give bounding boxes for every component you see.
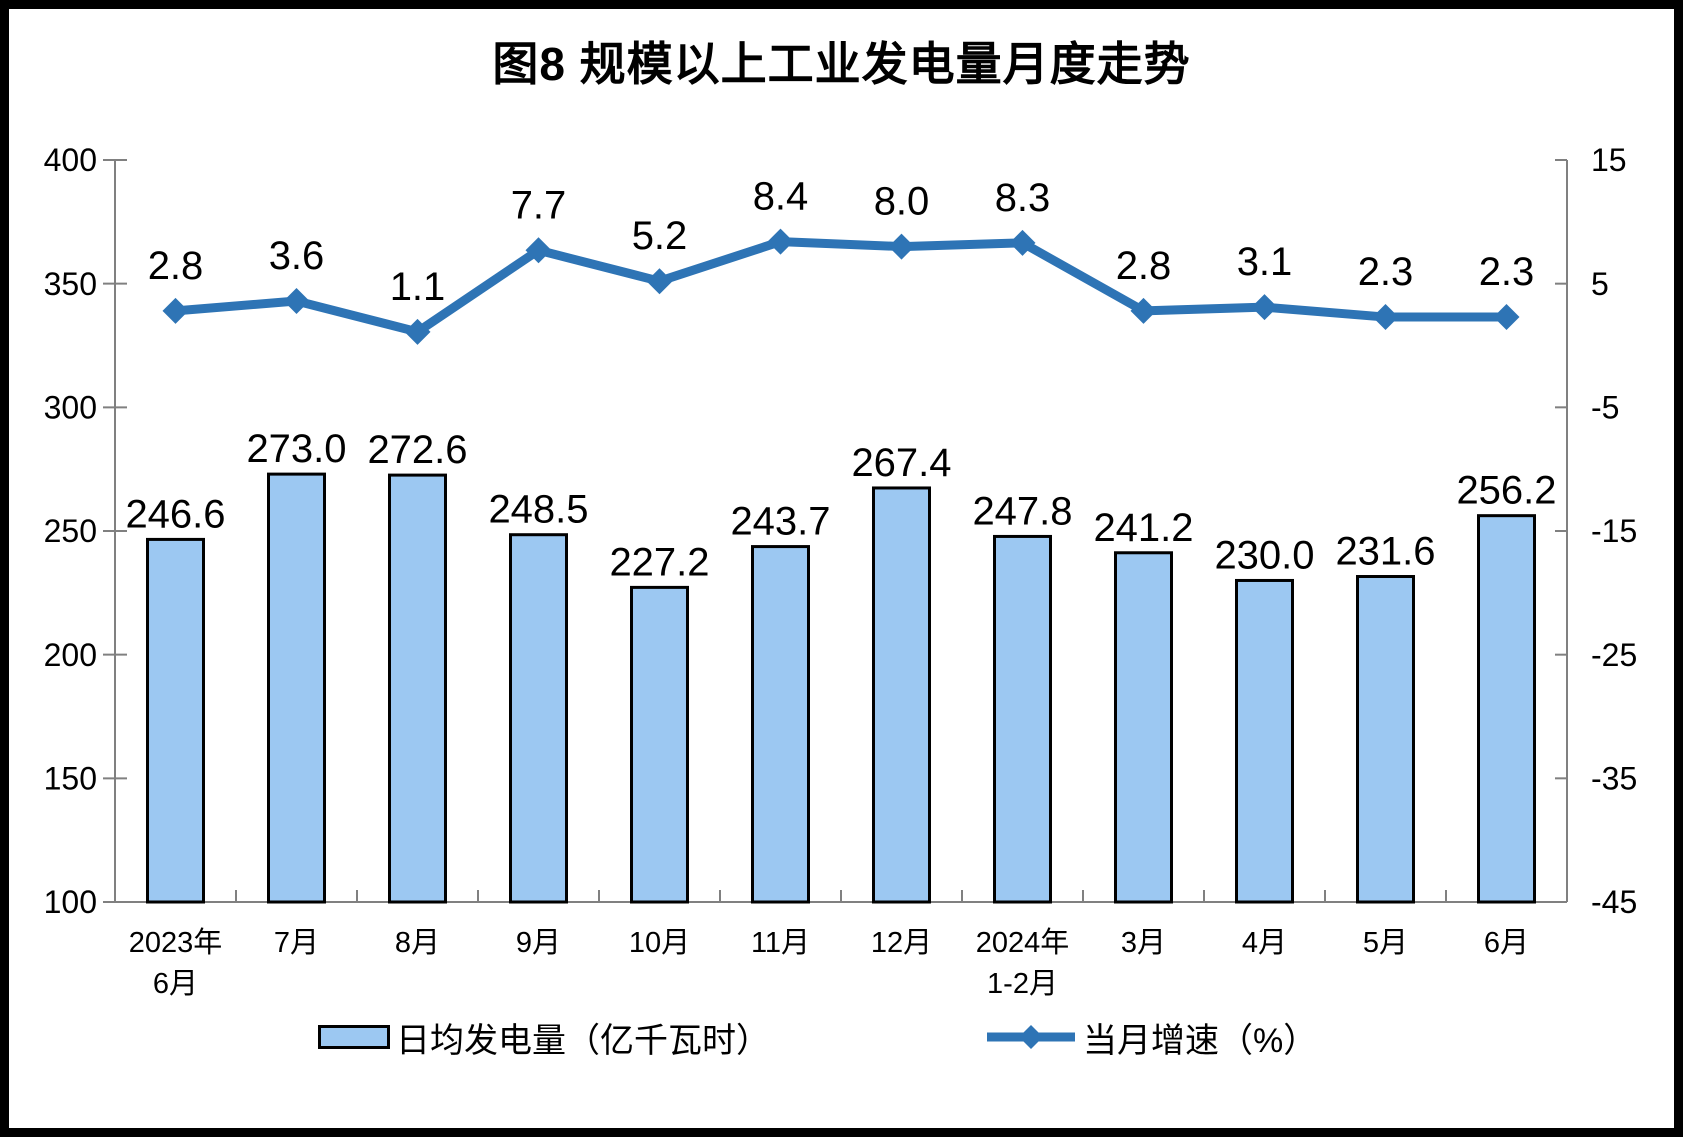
right-axis-tick-label: -35 (1591, 761, 1637, 797)
category-label: 12月 (871, 927, 932, 959)
category-label: 1-2月 (987, 968, 1058, 1000)
line-data-label: 2.3 (1479, 250, 1535, 294)
bar-data-label: 230.0 (1214, 533, 1314, 577)
category-label: 5月 (1363, 927, 1408, 959)
right-axis-tick-label: 5 (1591, 266, 1609, 302)
line-data-label: 1.1 (390, 265, 446, 309)
line-data-label: 3.1 (1237, 240, 1293, 284)
bar-data-label: 227.2 (609, 540, 709, 584)
line-data-label: 2.3 (1358, 250, 1414, 294)
bar (1477, 514, 1536, 904)
bar-data-label: 246.6 (125, 492, 225, 536)
legend-line-series-label: 当月增速（%） (1083, 1021, 1318, 1060)
right-axis-tick-label: -15 (1591, 513, 1637, 549)
line-marker-diamond (162, 297, 189, 324)
category-label: 10月 (629, 927, 690, 959)
line-marker-diamond (1372, 304, 1399, 331)
line-marker-diamond (525, 237, 552, 264)
line-marker-diamond (283, 287, 310, 314)
category-label: 6月 (153, 968, 198, 1000)
left-axis-tick-label: 200 (44, 637, 97, 673)
bar (146, 537, 205, 904)
right-axis-tick-label: -45 (1591, 884, 1637, 920)
bar (388, 473, 447, 904)
bar-data-label: 243.7 (730, 500, 830, 544)
left-axis-tick-label: 400 (44, 142, 97, 178)
left-axis-tick-label: 250 (44, 513, 97, 549)
line-data-label: 8.3 (995, 176, 1051, 220)
line-marker-diamond (404, 318, 431, 345)
category-label: 7月 (274, 927, 319, 959)
line-data-label: 2.8 (148, 244, 204, 288)
line-marker-diamond (888, 233, 915, 260)
category-label: 6月 (1484, 927, 1529, 959)
left-axis-tick-label: 300 (44, 390, 97, 426)
line-data-label: 8.4 (753, 175, 809, 219)
bar-data-label: 267.4 (851, 441, 951, 485)
line-marker-diamond (1130, 297, 1157, 324)
right-axis-tick-label: -25 (1591, 637, 1637, 673)
bar (509, 533, 568, 904)
bar-data-label: 241.2 (1093, 506, 1193, 550)
bar-data-label: 231.6 (1335, 530, 1435, 574)
right-axis-tick-label: 15 (1591, 142, 1627, 178)
category-label: 4月 (1242, 927, 1287, 959)
bar-data-label: 273.0 (246, 427, 346, 471)
bar-data-label: 256.2 (1456, 469, 1556, 513)
bar (993, 534, 1052, 904)
bar-data-label: 247.8 (972, 489, 1072, 533)
line-marker-diamond (1009, 229, 1036, 256)
bar (751, 545, 810, 904)
category-label: 8月 (395, 927, 440, 959)
line-data-label: 5.2 (632, 214, 688, 258)
legend-bar-series-label: 日均发电量（亿千瓦时） (396, 1021, 770, 1060)
line-marker-diamond (1251, 294, 1278, 321)
category-label: 3月 (1121, 927, 1166, 959)
line-marker-diamond (1493, 304, 1520, 331)
left-axis-tick-label: 350 (44, 266, 97, 302)
legend-item-line-series: 当月增速（%） (985, 1012, 1317, 1062)
left-axis-tick-label: 100 (44, 884, 97, 920)
category-label: 9月 (516, 927, 561, 959)
growth-line (171, 237, 1511, 337)
category-label: 2024年 (976, 926, 1070, 959)
bar (1235, 578, 1294, 904)
line-data-label: 7.7 (511, 183, 567, 227)
bar-data-label: 272.6 (367, 428, 467, 472)
category-label: 2023年 (129, 926, 223, 959)
bar (630, 585, 689, 904)
legend-item-bar-series: 日均发电量（亿千瓦时） (318, 1012, 770, 1062)
line-data-label: 3.6 (269, 234, 325, 278)
line-data-label: 2.8 (1116, 244, 1172, 288)
line-series-swatch-icon (987, 1025, 1075, 1049)
line-marker-diamond (646, 268, 673, 295)
bar (872, 486, 931, 904)
bar-series-swatch-icon (318, 1025, 390, 1049)
line-data-label: 8.0 (874, 180, 930, 224)
chart-title: 图8 规模以上工业发电量月度走势 (492, 38, 1191, 90)
line-marker-diamond (767, 228, 794, 255)
left-axis-tick-label: 150 (44, 761, 97, 797)
category-label: 11月 (751, 927, 810, 959)
chart-legend: 日均发电量（亿千瓦时） 当月增速（%） (0, 1012, 1683, 1062)
bar (1114, 551, 1173, 904)
bar (1356, 575, 1415, 904)
bar (267, 472, 326, 904)
right-axis-tick-label: -5 (1591, 390, 1619, 426)
bar-data-label: 248.5 (488, 488, 588, 532)
